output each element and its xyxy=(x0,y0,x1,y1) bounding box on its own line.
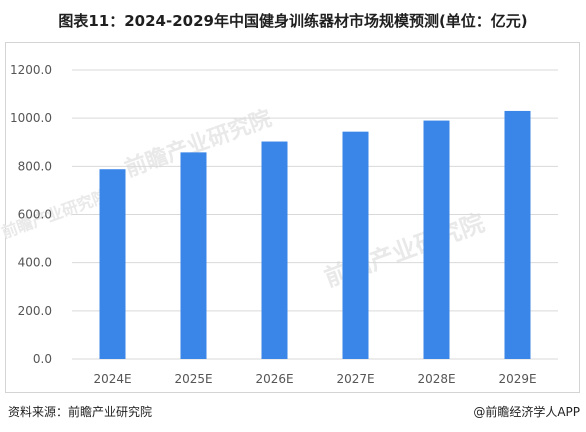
x-tick-label: 2028E xyxy=(417,372,455,386)
bar xyxy=(261,141,288,359)
bar xyxy=(180,152,207,359)
y-tick-label: 600.0 xyxy=(18,208,52,222)
x-tick-label: 2025E xyxy=(174,372,212,386)
bar xyxy=(342,131,369,359)
x-tick-label: 2026E xyxy=(255,372,293,386)
x-tick-label: 2029E xyxy=(498,372,536,386)
source-label: 资料来源：前瞻产业研究院 xyxy=(8,405,153,419)
bar xyxy=(423,120,450,359)
x-tick-label: 2027E xyxy=(336,372,374,386)
y-tick-label: 200.0 xyxy=(18,304,52,318)
chart-frame xyxy=(5,42,580,393)
x-axis-tick-labels: 2024E 2025E 2026E 2027E 2028E 2029E xyxy=(93,372,536,386)
y-tick-label: 400.0 xyxy=(18,256,52,270)
bar xyxy=(504,110,531,359)
y-tick-label: 800.0 xyxy=(18,159,52,173)
bar xyxy=(99,169,126,359)
chart-title: 图表11：2024-2029年中国健身训练器材市场规模预测(单位：亿元) xyxy=(58,12,528,30)
x-tick-label: 2024E xyxy=(93,372,131,386)
credit-label: @前瞻经济学人APP xyxy=(473,405,580,419)
y-tick-label: 0.0 xyxy=(33,352,52,366)
y-tick-label: 1000.0 xyxy=(10,111,52,125)
gridlines xyxy=(72,69,558,360)
y-axis-tick-labels: 0.0 200.0 400.0 600.0 800.0 1000.0 1200.0 xyxy=(10,63,52,366)
y-tick-label: 1200.0 xyxy=(10,63,52,77)
bars xyxy=(99,110,531,359)
watermark: 前瞻产业研究院 前瞻产业研究院 前瞻产业研究院 xyxy=(0,105,488,292)
